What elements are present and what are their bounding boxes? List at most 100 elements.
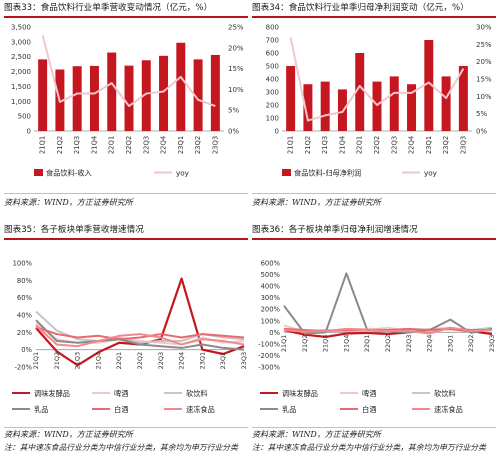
x-tick-label: 22Q1 bbox=[108, 136, 116, 154]
chart-title: 图表36：各子板块单季归母净利润增速情况 bbox=[252, 225, 418, 235]
y-tick-label-right: 25% bbox=[476, 41, 492, 49]
x-tick-label: 23Q2 bbox=[442, 136, 450, 154]
x-tick-label: 21Q3 bbox=[322, 335, 330, 353]
y-tick-label-left: 2,000 bbox=[11, 68, 31, 76]
bar bbox=[141, 60, 151, 131]
x-tick-label: 22Q3 bbox=[390, 136, 398, 154]
y-tick-label-right: 20% bbox=[476, 58, 492, 66]
x-tick-label: 21Q1 bbox=[280, 335, 288, 353]
y-tick-label-left: 800 bbox=[266, 24, 279, 32]
y-tick-label: 300% bbox=[261, 294, 281, 302]
bar bbox=[193, 59, 203, 131]
x-tick-label: 21Q4 bbox=[90, 136, 98, 154]
x-tick-label: 23Q3 bbox=[240, 352, 248, 370]
segment-profit-chart: -300% -200% -100% 0% 100% 200% 300% 400% 500% 600… bbox=[258, 260, 496, 415]
title-rule bbox=[252, 16, 496, 18]
legend-label: 啤酒 bbox=[362, 389, 376, 398]
x-tick-label: 21Q4 bbox=[94, 352, 102, 370]
series-line bbox=[35, 324, 245, 348]
bar bbox=[407, 84, 417, 131]
legend-label: 白酒 bbox=[362, 405, 376, 414]
x-tick-label: 21Q1 bbox=[39, 136, 47, 154]
legend-label: 乳品 bbox=[282, 405, 296, 414]
y-tick-label: -300% bbox=[258, 364, 280, 372]
x-tick-label: 23Q1 bbox=[177, 136, 185, 154]
series-line-yoy bbox=[289, 37, 465, 122]
y-tick-label-left: 0 bbox=[27, 128, 31, 136]
bar bbox=[372, 81, 382, 131]
y-tick-label: 0% bbox=[21, 346, 32, 354]
y-tick-label: 60% bbox=[17, 294, 33, 302]
bar bbox=[176, 42, 186, 131]
x-tick-label: 21Q2 bbox=[56, 136, 64, 154]
series-line bbox=[283, 326, 493, 335]
y-tick-label-right: 5% bbox=[476, 110, 487, 118]
bar bbox=[458, 66, 468, 131]
series-line bbox=[283, 272, 493, 335]
legend-label: 乳品 bbox=[34, 405, 48, 414]
title-rule bbox=[252, 238, 496, 240]
source-text: 资料来源：WIND，方正证券研究所 bbox=[252, 430, 381, 439]
x-tick-label: 22Q4 bbox=[178, 352, 186, 370]
legend-label-bar: 食品饮料-归母净利润 bbox=[294, 169, 361, 178]
x-tick-label: 22Q3 bbox=[405, 335, 413, 353]
source-rule bbox=[252, 427, 496, 428]
note-text: 注：其中速冻食品行业分类为中信行业分类，其余均为申万行业分类 bbox=[4, 443, 238, 452]
x-tick-label: 22Q1 bbox=[363, 335, 371, 353]
x-tick-label: 21Q3 bbox=[73, 136, 81, 154]
y-tick-label: -100% bbox=[258, 340, 280, 348]
bar bbox=[355, 53, 365, 131]
x-tick-label: 23Q2 bbox=[467, 335, 475, 353]
y-tick-label-right: 30% bbox=[476, 24, 492, 32]
y-tick-label-left: 100 bbox=[266, 115, 279, 123]
revenue-chart: 0 500 1,000 1,500 2,000 2,500 3,000 3,500 0% 5% 10… bbox=[11, 24, 244, 178]
x-tick-label: 22Q2 bbox=[384, 335, 392, 353]
y-tick-label-right: 10% bbox=[228, 86, 244, 94]
y-tick-label-right: 10% bbox=[476, 93, 492, 101]
legend-label: 白酒 bbox=[114, 405, 128, 414]
segment-revenue-chart: -20% 0% 20% 40% 60% 80% 100% 21Q1 21Q2 21Q3 21Q4 22… bbox=[12, 260, 248, 414]
bar bbox=[424, 40, 434, 131]
y-tick-label-right: 15% bbox=[228, 65, 244, 73]
y-tick-label: 80% bbox=[17, 277, 33, 285]
y-tick-label: 0% bbox=[269, 329, 280, 337]
source-rule bbox=[4, 427, 248, 428]
y-tick-label: -20% bbox=[14, 364, 32, 372]
y-tick-label-left: 600 bbox=[266, 50, 279, 58]
y-tick-label-left: 3,500 bbox=[11, 24, 31, 32]
legend-label: 啤酒 bbox=[114, 389, 128, 398]
x-tick-label: 22Q4 bbox=[160, 136, 168, 154]
x-tick-label: 22Q4 bbox=[426, 335, 434, 353]
y-tick-label-right: 0% bbox=[228, 128, 239, 136]
bar bbox=[107, 52, 117, 131]
legend-label: 调味发酵品 bbox=[34, 389, 70, 398]
bar bbox=[441, 76, 451, 131]
series-line bbox=[35, 326, 245, 341]
x-tick-label: 22Q1 bbox=[356, 136, 364, 154]
bar bbox=[72, 66, 82, 131]
x-tick-label: 23Q1 bbox=[198, 352, 206, 370]
y-tick-label-right: 20% bbox=[228, 44, 244, 52]
source-text: 资料来源：WIND，方正证券研究所 bbox=[252, 198, 381, 207]
x-tick-label: 22Q2 bbox=[373, 136, 381, 154]
note-text: 注：其中速冻食品行业分类为中信行业分类，其余均为申万行业分类 bbox=[252, 443, 486, 452]
bar bbox=[38, 59, 48, 131]
x-tick-label: 23Q2 bbox=[219, 352, 227, 370]
x-tick-label: 22Q1 bbox=[115, 352, 123, 370]
y-tick-label-left: 200 bbox=[266, 102, 279, 110]
y-tick-label-left: 500 bbox=[18, 113, 31, 121]
legend-label: 软饮料 bbox=[186, 389, 208, 398]
x-tick-label: 23Q3 bbox=[211, 136, 219, 154]
bar bbox=[320, 81, 330, 131]
x-tick-label: 21Q3 bbox=[321, 136, 329, 154]
y-tick-label-left: 300 bbox=[266, 89, 279, 97]
legend-label: 调味发酵品 bbox=[282, 389, 318, 398]
legend-label: 速冻食品 bbox=[434, 405, 463, 414]
bar bbox=[389, 76, 399, 131]
y-tick-label-left: 700 bbox=[266, 37, 279, 45]
y-tick-label: 600% bbox=[261, 260, 281, 268]
x-tick-label: 21Q2 bbox=[301, 335, 309, 353]
y-tick-label: -200% bbox=[258, 352, 280, 360]
legend-label: 速冻食品 bbox=[186, 405, 215, 414]
y-tick-label-left: 0 bbox=[275, 128, 279, 136]
